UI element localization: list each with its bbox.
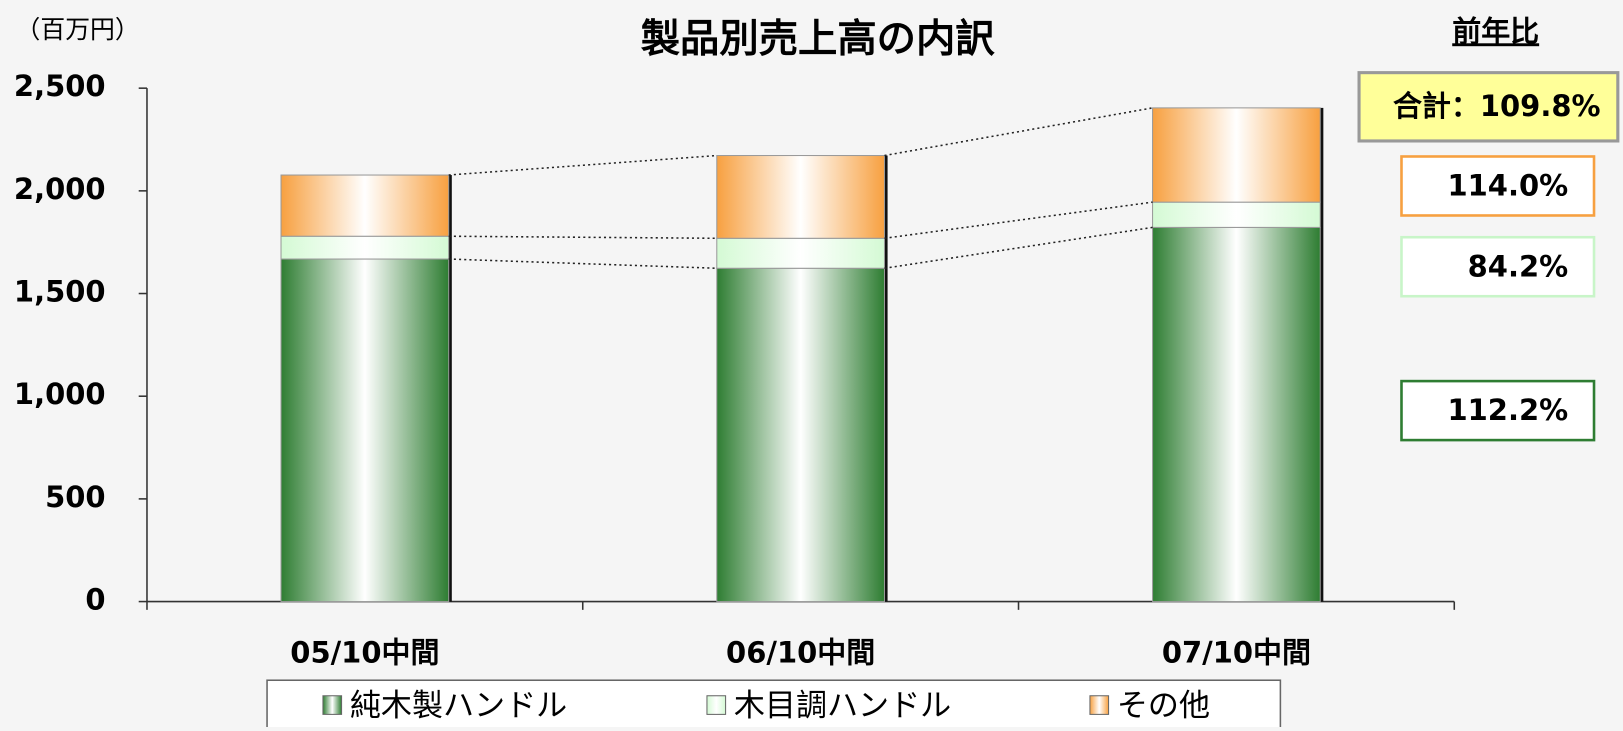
legend-label: 木目調ハンドル [734,688,951,724]
yoy-total-box [1357,71,1620,143]
x-tick-label: 06/10中間 [726,635,875,669]
yoy-box [1400,155,1596,217]
bar-segment [716,155,885,239]
y-tick-label: 1,500 [14,275,106,309]
connector [884,226,1153,270]
y-tick-label: 500 [45,480,105,514]
yoy-total: 合計：109.8% [1393,89,1601,123]
chart-title: 製品別売上高の内訳 [641,16,996,62]
y-tick-label: 0 [85,583,105,617]
connector [884,201,1153,240]
bar-segment [1152,201,1321,228]
legend-label: 純木製ハンドル [350,688,567,724]
x-tick-label: 05/10中間 [290,635,439,669]
bar-segment [716,237,885,269]
connector [448,258,717,270]
legend-label: その他 [1117,688,1210,724]
connector [884,107,1153,157]
unit-label: （百万円） [16,15,140,44]
connector [448,235,717,240]
yoy-box [1400,379,1596,442]
y-tick-label: 2,500 [14,69,106,103]
bar-segment [280,258,450,603]
y-tick-label: 1,000 [14,377,106,411]
legend-swatch [322,695,343,715]
y-tick-label: 2,000 [14,172,106,206]
legend-swatch [706,695,727,715]
yoy-value: 114.0% [1447,169,1568,203]
yoy-value: 112.2% [1447,393,1568,427]
x-tick-label: 07/10中間 [1162,635,1311,669]
bar-segment [1152,107,1321,203]
bar-segment [280,174,450,237]
connector [448,154,717,176]
yoy-value: 84.2% [1468,249,1569,283]
yoy-box [1400,235,1596,298]
bar-segment [280,235,450,260]
bar-segment [1152,226,1321,603]
bar-segment [716,267,885,603]
yoy-header: 前年比 [1452,14,1539,48]
legend-swatch [1089,695,1110,715]
